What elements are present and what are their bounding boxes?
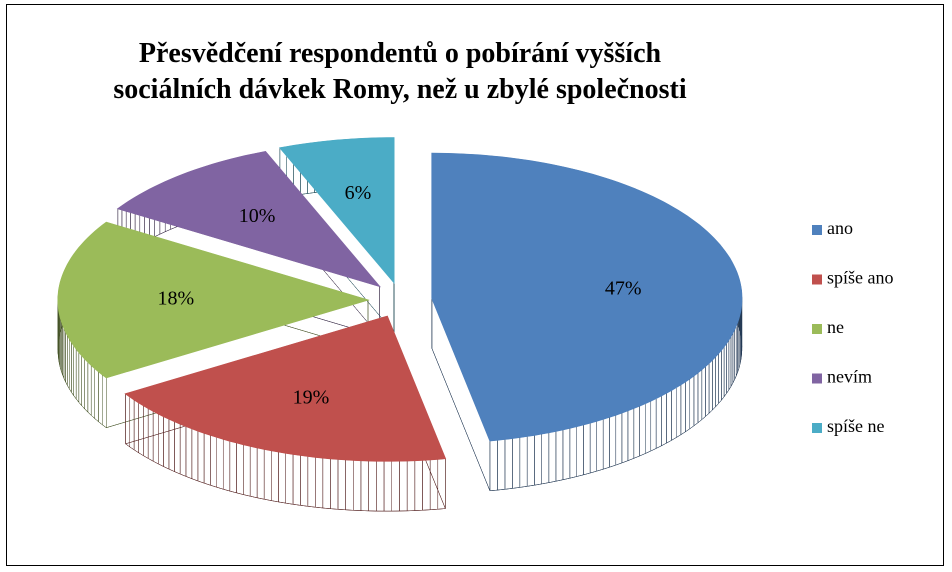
data-label: 47% <box>605 277 642 299</box>
legend-swatch <box>812 274 822 285</box>
slice <box>278 137 395 285</box>
legend-swatch <box>812 225 822 235</box>
legend-label: ne <box>827 317 844 337</box>
data-label: 10% <box>239 205 276 227</box>
legend-label: spíše ano <box>827 268 894 288</box>
data-label: 18% <box>157 288 194 310</box>
data-label: 19% <box>293 386 330 408</box>
chart-title: Přesvědčení respondentů o pobírání vyšší… <box>113 38 687 105</box>
data-label: 6% <box>345 182 372 204</box>
slice <box>57 221 370 379</box>
legend-label: nevím <box>827 367 872 387</box>
legend-label: spíše ne <box>827 416 885 436</box>
legend-swatch <box>812 373 822 384</box>
legend-swatch <box>812 324 822 334</box>
legend-swatch <box>812 423 822 433</box>
slice <box>124 315 447 462</box>
chart-frame <box>6 4 944 566</box>
slice <box>116 151 382 288</box>
slice <box>431 152 743 442</box>
legend-label: ano <box>827 218 853 238</box>
